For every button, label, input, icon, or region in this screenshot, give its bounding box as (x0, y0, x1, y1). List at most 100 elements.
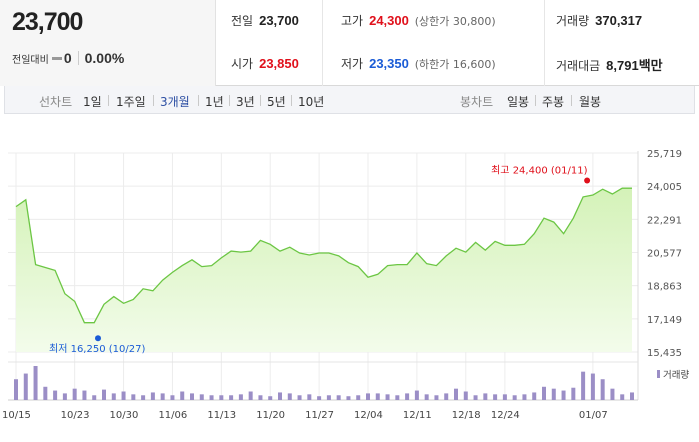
diff-value: 0 (63, 50, 72, 66)
upper-limit: (상한가 30,800) (414, 15, 496, 28)
flat-icon (51, 56, 62, 60)
volume-bar (199, 394, 204, 400)
volume-bar (297, 395, 302, 400)
volume-bar (590, 373, 595, 400)
y-tick-label: 25,719 (647, 149, 682, 160)
volume-bar (463, 391, 468, 400)
volume-value: 370,317 (595, 13, 643, 28)
volume-label: 거래량 (556, 14, 590, 28)
x-tick-label: 10/15 (2, 410, 31, 421)
diff-row: 전일대비 0 0.00% (12, 50, 124, 66)
volume-bar (219, 395, 224, 400)
candle-chart-label: 봉차트 (460, 95, 494, 109)
prev-close-value: 23,700 (259, 13, 299, 28)
divider (535, 95, 536, 106)
volume-bar (248, 391, 253, 400)
divider (77, 51, 79, 65)
divider (544, 0, 545, 86)
divider (153, 95, 154, 106)
volume-bar (610, 388, 615, 400)
price-line (15, 187, 632, 324)
volume-bar (72, 388, 77, 400)
volume-bar (268, 396, 273, 400)
amount-stat: 거래대금 8,791백만 (556, 55, 663, 74)
y-tick-label: 24,005 (647, 182, 682, 193)
volume-bar (532, 392, 537, 400)
volume-bar (170, 395, 175, 400)
quote-header: 23,700 전일대비 0 0.00% 전일 23,700 시가 23,850 고가… (0, 0, 699, 86)
volume-bar (424, 394, 429, 400)
volume-bar (258, 395, 263, 400)
range-5y-button[interactable]: 5년 (267, 95, 286, 109)
x-tick-label: 12/24 (491, 410, 520, 421)
volume-bar (131, 394, 136, 400)
amount-unit: 백만 (638, 58, 663, 73)
range-3m-button[interactable]: 3개월 (160, 95, 190, 109)
low-annotation: 최저 16,250 (10/27) (49, 343, 145, 355)
volume-bar (92, 395, 97, 400)
divider (198, 95, 199, 106)
low-value: 23,350 (369, 56, 409, 71)
divider (571, 95, 572, 106)
open-label: 시가 (231, 57, 254, 71)
low-label: 저가 (341, 57, 364, 71)
high-annotation: 최고 24,400 (01/11) (491, 165, 587, 177)
volume-bar (53, 390, 58, 400)
range-1d-button[interactable]: 1일 (83, 95, 102, 109)
volume-bar (160, 393, 165, 400)
amount-value: 8,791 (606, 58, 639, 73)
volume-bar (581, 371, 586, 400)
candle-daily-button[interactable]: 일봉 (507, 95, 530, 109)
chart-toolbar: 선차트 1일 1주일 3개월 1년 3년 5년 10년 봉차트 일봉 주봉 월봉 (4, 86, 695, 114)
divider (260, 95, 261, 106)
volume-bar (307, 394, 312, 400)
volume-bar (43, 386, 48, 400)
volume-bar (356, 395, 361, 400)
range-1w-button[interactable]: 1주일 (116, 95, 146, 109)
high-label: 고가 (341, 14, 364, 28)
volume-bar (405, 393, 410, 400)
volume-bar (385, 394, 390, 400)
volume-bar (229, 395, 234, 400)
prev-close-stat: 전일 23,700 (231, 12, 299, 29)
line-chart-label: 선차트 (39, 95, 73, 109)
volume-bar (82, 390, 87, 400)
candle-monthly-button[interactable]: 월봉 (579, 95, 602, 109)
high-marker (584, 177, 591, 184)
volume-bar (111, 393, 116, 400)
y-tick-label: 20,577 (647, 249, 682, 260)
volume-bar (630, 392, 634, 400)
current-price: 23,700 (12, 8, 83, 36)
volume-bar (473, 395, 478, 400)
x-tick-label: 10/30 (110, 410, 139, 421)
divider (229, 95, 230, 106)
volume-bar (542, 386, 546, 400)
volume-legend-swatch (657, 370, 660, 378)
volume-bar (278, 392, 282, 400)
y-tick-label: 18,863 (647, 282, 682, 293)
volume-bar (493, 394, 498, 400)
prev-close-label: 전일 (231, 14, 254, 28)
price-chart: 25,719 24,005 22,291 20,577 18,863 17,149 15,4… (0, 114, 699, 442)
range-3y-button[interactable]: 3년 (236, 95, 255, 109)
open-stat: 시가 23,850 (231, 55, 299, 72)
candle-weekly-button[interactable]: 주봉 (542, 95, 565, 109)
volume-bar (551, 388, 556, 400)
volume-bar (395, 395, 400, 400)
volume-bar (522, 394, 527, 400)
x-tick-label: 12/11 (403, 410, 432, 421)
volume-bar (571, 387, 576, 400)
lower-limit: (하한가 16,600) (414, 58, 496, 71)
range-1y-button[interactable]: 1년 (205, 95, 224, 109)
volume-bar (600, 379, 605, 400)
volume-bar (287, 393, 292, 400)
volume-bar (180, 391, 185, 400)
volume-bar (512, 395, 517, 400)
low-marker (95, 335, 101, 342)
high-value: 24,300 (369, 13, 409, 28)
volume-stat: 거래량 370,317 (556, 12, 642, 29)
volume-bar (102, 389, 106, 400)
range-10y-button[interactable]: 10년 (298, 95, 325, 109)
volume-bar (336, 395, 341, 400)
volume-bar (444, 393, 449, 400)
